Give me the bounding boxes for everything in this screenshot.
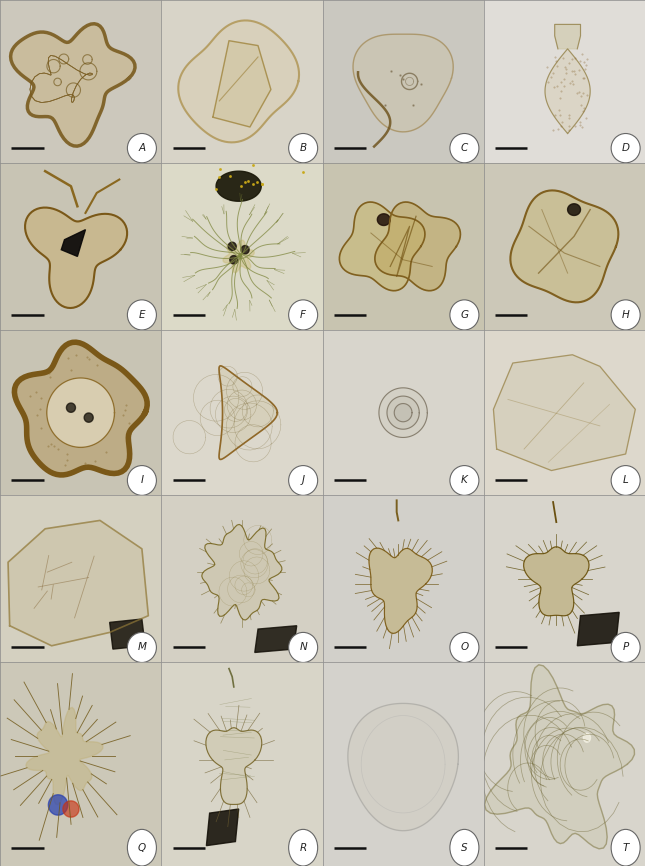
- Polygon shape: [353, 34, 453, 132]
- Polygon shape: [206, 727, 262, 805]
- Polygon shape: [84, 413, 94, 423]
- Text: I: I: [141, 475, 143, 486]
- Polygon shape: [230, 255, 238, 264]
- Circle shape: [611, 300, 640, 330]
- Polygon shape: [524, 546, 589, 616]
- Polygon shape: [510, 191, 619, 302]
- Polygon shape: [47, 378, 115, 448]
- Circle shape: [611, 632, 640, 662]
- Circle shape: [288, 300, 317, 330]
- Polygon shape: [241, 246, 249, 254]
- Circle shape: [288, 830, 317, 866]
- Text: H: H: [622, 310, 630, 320]
- Circle shape: [450, 466, 479, 495]
- Text: K: K: [461, 475, 468, 486]
- Polygon shape: [584, 734, 590, 742]
- Polygon shape: [10, 23, 135, 146]
- Polygon shape: [223, 240, 254, 273]
- Polygon shape: [394, 404, 412, 422]
- Circle shape: [128, 830, 156, 866]
- Polygon shape: [339, 202, 425, 291]
- Text: B: B: [299, 143, 307, 153]
- Circle shape: [450, 300, 479, 330]
- Circle shape: [128, 300, 156, 330]
- Circle shape: [450, 133, 479, 163]
- Polygon shape: [178, 21, 299, 142]
- Text: A: A: [138, 143, 146, 153]
- Polygon shape: [66, 403, 75, 412]
- Circle shape: [450, 830, 479, 866]
- Polygon shape: [255, 626, 297, 652]
- Polygon shape: [61, 229, 85, 256]
- Text: S: S: [461, 843, 468, 853]
- Polygon shape: [568, 204, 580, 216]
- Text: Q: Q: [138, 843, 146, 853]
- Text: L: L: [623, 475, 628, 486]
- Text: N: N: [299, 643, 307, 652]
- Circle shape: [288, 632, 317, 662]
- Text: D: D: [622, 143, 630, 153]
- Polygon shape: [213, 41, 271, 127]
- Circle shape: [128, 133, 156, 163]
- Text: F: F: [300, 310, 306, 320]
- Polygon shape: [348, 703, 459, 830]
- Polygon shape: [484, 665, 635, 849]
- Polygon shape: [493, 355, 635, 470]
- Polygon shape: [63, 801, 79, 818]
- Text: M: M: [137, 643, 146, 652]
- Circle shape: [611, 133, 640, 163]
- Text: G: G: [461, 310, 468, 320]
- Circle shape: [128, 466, 156, 495]
- Text: J: J: [302, 475, 304, 486]
- Polygon shape: [379, 388, 427, 437]
- Circle shape: [288, 133, 317, 163]
- Circle shape: [611, 466, 640, 495]
- Polygon shape: [387, 396, 419, 430]
- Circle shape: [288, 466, 317, 495]
- Polygon shape: [377, 214, 390, 225]
- Text: R: R: [299, 843, 307, 853]
- Polygon shape: [206, 809, 239, 845]
- Circle shape: [450, 632, 479, 662]
- Polygon shape: [25, 208, 127, 308]
- Text: C: C: [461, 143, 468, 153]
- Circle shape: [611, 830, 640, 866]
- Circle shape: [128, 632, 156, 662]
- Polygon shape: [545, 48, 590, 133]
- Polygon shape: [110, 619, 145, 650]
- Polygon shape: [202, 525, 282, 620]
- Polygon shape: [375, 202, 461, 291]
- Polygon shape: [555, 24, 581, 48]
- Polygon shape: [228, 242, 236, 250]
- Text: O: O: [461, 643, 468, 652]
- Text: E: E: [139, 310, 145, 320]
- Polygon shape: [48, 795, 68, 815]
- Polygon shape: [216, 171, 261, 201]
- Text: P: P: [622, 643, 629, 652]
- Text: T: T: [622, 843, 629, 853]
- Polygon shape: [577, 612, 619, 646]
- Polygon shape: [219, 365, 277, 460]
- Polygon shape: [8, 520, 148, 646]
- Polygon shape: [14, 342, 147, 475]
- Polygon shape: [26, 708, 103, 805]
- Polygon shape: [369, 548, 432, 633]
